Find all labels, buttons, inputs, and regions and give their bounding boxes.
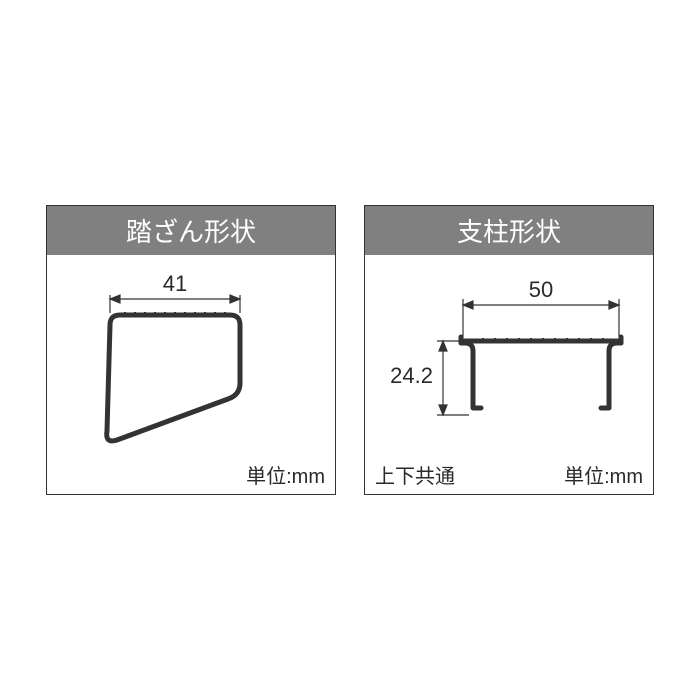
dim-top-group-r [463, 299, 619, 337]
step-profile-body: 41 単位:mm [47, 255, 335, 495]
dim-top-group [110, 295, 240, 313]
step-profile-outline [107, 315, 240, 441]
step-profile-title: 踏ざん形状 [47, 206, 335, 255]
dim-side-value: 24.2 [390, 363, 433, 388]
dim-side-group [437, 341, 469, 415]
post-profile-body: 50 24.2 [365, 255, 653, 495]
dim-top-value: 41 [163, 271, 187, 296]
post-profile-title: 支柱形状 [365, 206, 653, 255]
note-left: 上下共通 [375, 460, 455, 489]
step-profile-panel: 踏ざん形状 41 [46, 205, 336, 495]
unit-label-left: 単位:mm [246, 460, 325, 489]
dim-top-value-r: 50 [529, 277, 553, 302]
post-profile-outline [461, 337, 621, 408]
step-profile-drawing: 41 [47, 255, 335, 495]
unit-label-right: 単位:mm [564, 460, 643, 489]
post-profile-panel: 支柱形状 50 24.2 [364, 205, 654, 495]
post-profile-drawing: 50 24.2 [365, 255, 653, 495]
